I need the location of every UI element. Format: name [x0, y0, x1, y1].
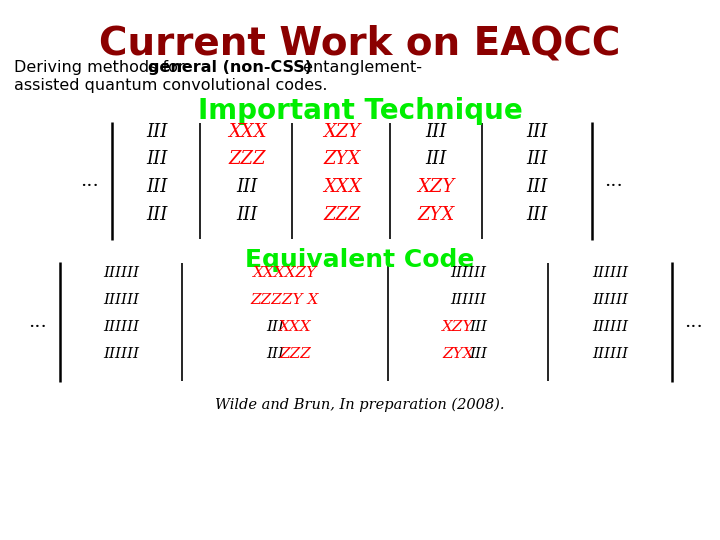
Text: ZYX: ZYX [323, 150, 361, 168]
Text: ...: ... [605, 172, 624, 190]
Text: III: III [146, 178, 168, 196]
Text: III: III [469, 320, 487, 334]
Text: III: III [236, 178, 258, 196]
Text: III: III [526, 150, 548, 168]
Text: ...: ... [81, 172, 99, 190]
Text: XXX: XXX [323, 178, 361, 196]
Text: IIIIII: IIIIII [592, 320, 628, 334]
Text: IIIIII: IIIIII [450, 266, 486, 280]
Text: III: III [146, 206, 168, 224]
Text: IIIIII: IIIIII [103, 320, 139, 334]
Text: IIIIII: IIIIII [103, 293, 139, 307]
Text: IIIIII: IIIIII [592, 347, 628, 361]
Text: III: III [469, 347, 487, 361]
Text: XZY: XZY [418, 178, 454, 196]
Text: ZYX: ZYX [442, 347, 474, 361]
Text: XXX: XXX [228, 123, 266, 141]
Text: general (non-CSS): general (non-CSS) [148, 60, 312, 75]
Text: III: III [236, 206, 258, 224]
Text: XZY: XZY [323, 123, 361, 141]
Text: III: III [266, 320, 284, 334]
Text: ZZZ: ZZZ [228, 150, 266, 168]
Text: III: III [146, 123, 168, 141]
Text: ZYX: ZYX [418, 206, 454, 224]
Text: entanglement-: entanglement- [298, 60, 422, 75]
Text: XZY: XZY [442, 320, 474, 334]
Text: ...: ... [685, 313, 703, 331]
Text: XXX: XXX [279, 320, 311, 334]
Text: IIIIII: IIIIII [103, 266, 139, 280]
Text: III: III [146, 150, 168, 168]
Text: Wilde and Brun, In preparation (2008).: Wilde and Brun, In preparation (2008). [215, 398, 505, 413]
Text: assisted quantum convolutional codes.: assisted quantum convolutional codes. [14, 78, 328, 93]
Text: III: III [266, 347, 284, 361]
Text: ...: ... [29, 313, 48, 331]
Text: Important Technique: Important Technique [197, 97, 523, 125]
Text: ZZZ: ZZZ [323, 206, 361, 224]
Text: Current Work on EAQCC: Current Work on EAQCC [99, 25, 621, 63]
Text: Deriving methods for: Deriving methods for [14, 60, 190, 75]
Text: XXXXZY: XXXXZY [253, 266, 317, 280]
Text: III: III [426, 123, 446, 141]
Text: III: III [526, 123, 548, 141]
Text: IIIIII: IIIIII [103, 347, 139, 361]
Text: IIIIII: IIIIII [592, 266, 628, 280]
Text: III: III [526, 178, 548, 196]
Text: ZZZ: ZZZ [279, 347, 311, 361]
Text: IIIIII: IIIIII [592, 293, 628, 307]
Text: III: III [526, 206, 548, 224]
Text: ZZZZY X: ZZZZY X [251, 293, 319, 307]
Text: III: III [426, 150, 446, 168]
Text: Equivalent Code: Equivalent Code [246, 248, 474, 272]
Text: IIIIII: IIIIII [450, 293, 486, 307]
